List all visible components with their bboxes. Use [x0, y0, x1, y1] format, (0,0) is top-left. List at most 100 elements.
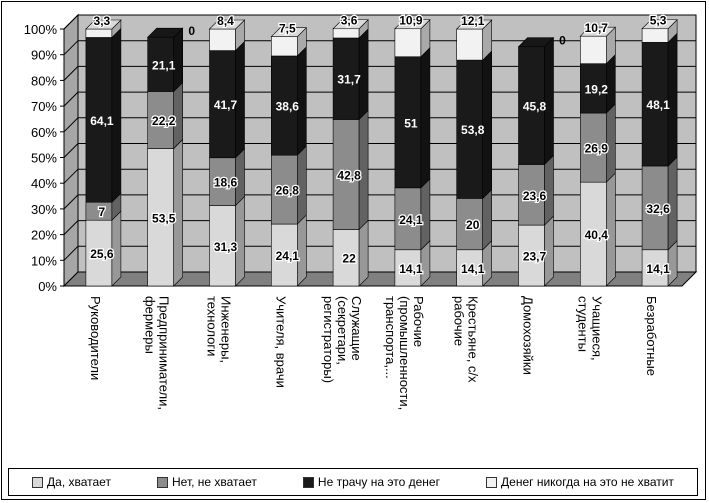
bar-segment	[394, 56, 422, 189]
category-label: Служащие(секретари,регистраторы)	[321, 296, 364, 383]
bar-segment	[641, 42, 669, 167]
bar-segment-side	[358, 219, 369, 287]
y-tick-label: 100%	[24, 22, 58, 37]
bar-segment	[270, 154, 298, 225]
category-label-line: студенты	[575, 296, 590, 352]
legend-swatch-dont-spend	[302, 476, 314, 488]
bar-top	[270, 27, 308, 38]
category-label-line: фермеры	[143, 296, 158, 354]
data-label: 23,6	[523, 189, 547, 203]
y-tick-label: 40%	[31, 176, 57, 191]
data-label: 18,6	[214, 176, 238, 190]
data-label: 22,2	[152, 114, 176, 128]
y-tick-label: 30%	[31, 202, 57, 217]
category-label: Домохозяйки	[521, 296, 536, 375]
data-label: 0	[188, 24, 195, 38]
bar-segment	[641, 28, 669, 43]
data-label: 10,7	[585, 21, 609, 35]
y-tick-label: 70%	[31, 99, 57, 114]
legend-item-not-enough: Нет, не хватает	[157, 475, 257, 489]
y-tick-label: 90%	[31, 48, 57, 63]
data-label: 7	[99, 205, 106, 219]
category-label: Инженеры,технологи	[205, 296, 234, 363]
data-label: 24,1	[276, 249, 300, 263]
data-label: 64,1	[90, 114, 114, 128]
category-label-line: Безработные	[644, 296, 659, 376]
category-label-line: рабочие	[452, 296, 467, 346]
legend-item-dont-spend: Не трачу на это денег	[302, 475, 440, 489]
category-label: Рабочие(промышленности,транспорта,...	[383, 296, 426, 410]
data-label: 3,3	[94, 14, 111, 28]
bar-top	[208, 19, 246, 30]
data-label: 21,1	[152, 58, 176, 72]
bar-segment	[456, 249, 484, 287]
data-label: 14,1	[461, 262, 485, 276]
bar-segment	[579, 63, 607, 114]
category-label-line: (промышленности,	[397, 296, 412, 410]
category-label-line: Учащиеся,	[589, 296, 604, 361]
data-label: 53,5	[152, 211, 176, 225]
bar-top	[579, 26, 617, 37]
data-label: 48,1	[646, 98, 670, 112]
category-label: Учащиеся,студенты	[575, 296, 604, 361]
data-label: 24,1	[399, 213, 423, 227]
y-tick-label: 10%	[31, 253, 57, 268]
bar-top	[332, 19, 369, 30]
bar-segment	[147, 148, 174, 287]
legend-item-never-enough: Денег никогда на это не хватит	[486, 475, 674, 489]
bar-segment	[270, 36, 298, 57]
bar-segment	[209, 50, 236, 159]
bar-segment	[641, 249, 669, 287]
bar-segment	[579, 35, 607, 64]
bar-segment	[641, 165, 669, 251]
data-label: 14,1	[646, 262, 670, 276]
data-label: 51	[404, 116, 418, 130]
data-label: 10,9	[399, 14, 423, 28]
bar-segment	[85, 28, 113, 38]
category-label-line: Руководители	[88, 296, 103, 380]
data-label: 40,4	[585, 228, 609, 242]
bar-segment	[332, 28, 360, 39]
bar-top	[394, 19, 431, 30]
bar-top	[455, 19, 493, 30]
category-label-line: технологи	[205, 296, 220, 356]
legend-swatch-not-enough	[157, 476, 168, 488]
legend-label-yes-enough: Да, хватает	[47, 475, 111, 489]
category-label-line: (секретари,	[335, 296, 350, 365]
category-label-line: Рабочие	[411, 296, 426, 347]
category-label: Предприниматели,фермеры	[143, 296, 172, 410]
legend-label-never-enough: Денег никогда на это не хватит	[501, 475, 674, 489]
category-label: Учителя, врачи	[273, 296, 288, 388]
bar-segment-side	[482, 188, 493, 251]
bar-segment	[518, 164, 545, 226]
data-label: 42,8	[337, 168, 361, 182]
bar-segment	[394, 28, 422, 58]
category-label-line: Крестьяне, с/х	[466, 296, 481, 383]
bar-segment-side	[420, 47, 431, 189]
bar-segment	[579, 112, 607, 183]
data-label: 25,6	[90, 247, 114, 261]
category-label-line: Предприниматели,	[157, 296, 172, 410]
gridline	[63, 14, 696, 30]
bar-segment	[209, 28, 236, 51]
y-tick-label: 80%	[31, 73, 57, 88]
data-label: 41,7	[214, 98, 238, 112]
y-tick-label: 60%	[31, 125, 57, 140]
legend-label-not-enough: Нет, не хватает	[172, 475, 257, 489]
legend: Да, хватает Нет, не хватает Не трачу на …	[8, 468, 698, 496]
data-label: 7,5	[279, 22, 296, 36]
legend-label-dont-spend: Не трачу на это денег	[317, 475, 440, 489]
bar-segment	[270, 223, 298, 287]
y-tick-label: 0%	[38, 279, 57, 294]
category-label-line: Учителя, врачи	[273, 296, 288, 388]
bar-segment	[456, 28, 484, 61]
category-label-line: Инженеры,	[219, 296, 234, 363]
data-label: 0	[559, 34, 566, 48]
bar-segment	[456, 198, 484, 251]
data-label: 45,8	[523, 100, 547, 114]
bar-segment	[147, 91, 174, 149]
y-tick-label: 20%	[31, 228, 57, 243]
data-label: 5,3	[650, 14, 667, 28]
bar-segment	[518, 46, 545, 165]
